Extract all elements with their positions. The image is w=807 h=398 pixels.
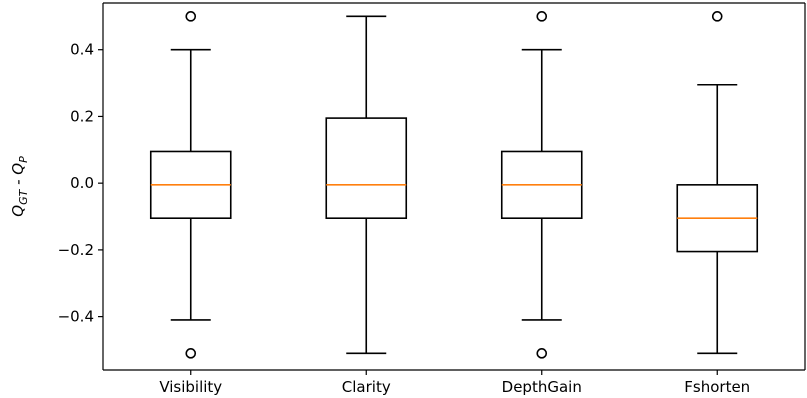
outlier-point [185,11,197,22]
box-visibility [149,11,232,359]
outlier-point [185,348,197,359]
box-depthgain [500,11,583,359]
iqr-box [325,117,408,219]
y-tick-label: 0.4 [70,41,94,59]
outlier-point [536,11,548,22]
outlier-point [536,348,548,359]
x-tick-label-clarity: Clarity [342,378,391,396]
y-tick-label: 0.2 [70,107,94,125]
outlier-point [711,11,723,22]
plot-area [149,11,759,359]
y-axis-title-subscript: GT [17,188,30,205]
y-axis-title-part: Q [9,163,27,175]
y-axis-title: QGT - QP [9,156,30,217]
box-clarity [325,15,408,355]
box-fshorten [676,11,759,355]
axes: −0.4 −0.2 0.0 0.2 0.4 Visibility Clarity DepthG… [9,2,806,396]
y-axis-title-part: - [9,175,27,190]
x-tick-label-fshorten: Fshorten [684,378,750,396]
x-tick-label-visibility: Visibility [159,378,222,396]
y-tick-label: −0.2 [58,241,94,259]
y-tick-label: 0.0 [70,174,94,192]
y-axis-title-part: Q [9,205,27,217]
y-axis-title-subscript: P [17,156,30,163]
x-tick-label-depthgain: DepthGain [502,378,582,396]
y-tick-label: −0.4 [58,308,94,326]
